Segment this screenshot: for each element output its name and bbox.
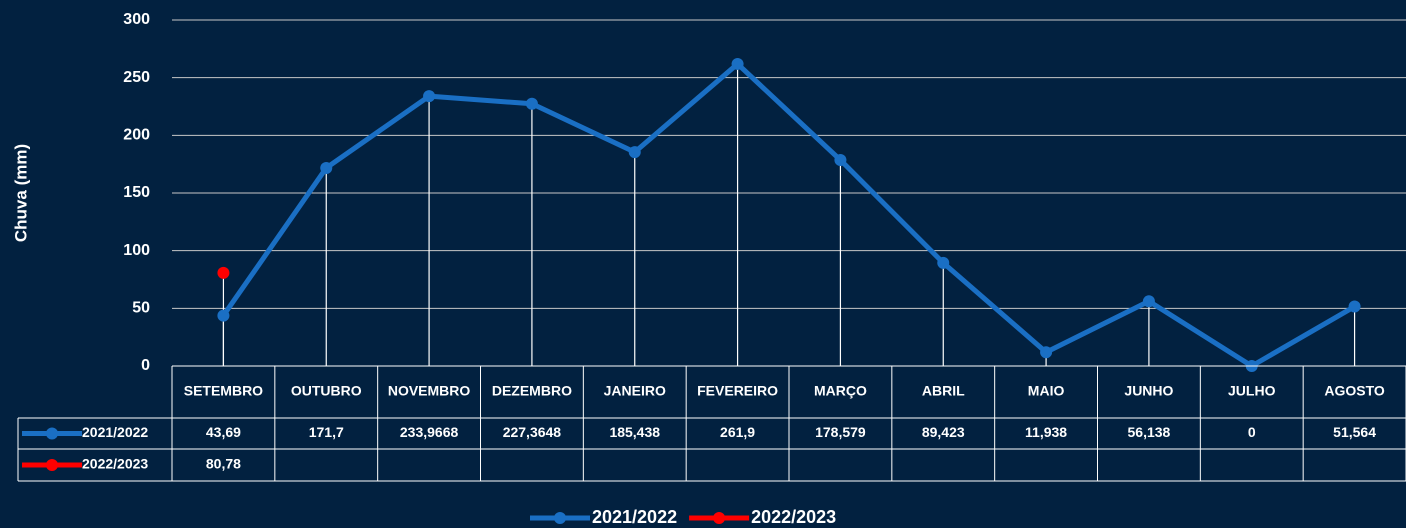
point (834, 154, 847, 167)
series-line (221, 61, 1356, 369)
table-value: 227,3648 (503, 424, 562, 440)
y-tick-label: 0 (141, 357, 150, 374)
x-tick-label: NOVEMBRO (388, 383, 471, 399)
table-value: 43,69 (206, 424, 241, 440)
point (628, 146, 641, 159)
point (1348, 300, 1361, 313)
table-series-name: 2021/2022 (82, 424, 148, 440)
point (1040, 346, 1053, 359)
table-value: 261,9 (720, 424, 755, 440)
table-key-marker (46, 427, 58, 440)
table-key-marker (46, 459, 58, 471)
table-value: 89,423 (922, 424, 965, 440)
legend-label: 2022/2023 (751, 507, 836, 527)
x-tick-label: JULHO (1228, 383, 1276, 399)
table-value: 185,438 (609, 424, 660, 440)
legend-key-marker (713, 512, 726, 524)
table-series-name: 2022/2023 (82, 456, 148, 472)
point (320, 161, 333, 174)
table-value: 56,138 (1128, 424, 1171, 440)
x-tick-label: JUNHO (1124, 383, 1173, 399)
x-tick-label: FEVEREIRO (697, 383, 778, 399)
point (525, 97, 538, 110)
x-tick-label: MARÇO (814, 383, 867, 399)
legend-label: 2021/2022 (592, 507, 677, 527)
x-tick-label: MAIO (1028, 383, 1065, 399)
y-tick-label: 50 (132, 300, 150, 317)
point (731, 57, 744, 70)
x-tick-label: AGOSTO (1324, 383, 1385, 399)
point (1142, 295, 1155, 308)
x-tick-label: DEZEMBRO (492, 383, 572, 399)
table-value: 0 (1248, 424, 1256, 440)
y-tick-label: 100 (123, 242, 150, 259)
table-value: 80,78 (206, 456, 241, 472)
point (217, 309, 230, 322)
legend-key-marker (554, 512, 566, 524)
table-value: 178,579 (815, 424, 866, 440)
table-value: 11,938 (1025, 424, 1067, 440)
x-tick-label: JANEIRO (604, 383, 666, 399)
x-tick-label: SETEMBRO (184, 383, 263, 399)
point (937, 256, 950, 269)
x-tick-label: OUTUBRO (291, 383, 362, 399)
y-axis-title: Chuva (mm) (11, 144, 30, 242)
x-tick-label: ABRIL (922, 383, 965, 399)
y-tick-label: 200 (123, 127, 150, 144)
y-tick-label: 150 (123, 184, 150, 201)
point (217, 266, 230, 279)
table-value: 171,7 (309, 424, 344, 440)
table-value: 233,9668 (400, 424, 459, 440)
point (423, 90, 436, 103)
y-tick-label: 250 (123, 69, 150, 86)
y-tick-label: 300 (123, 11, 150, 28)
table-value: 51,564 (1333, 424, 1376, 440)
